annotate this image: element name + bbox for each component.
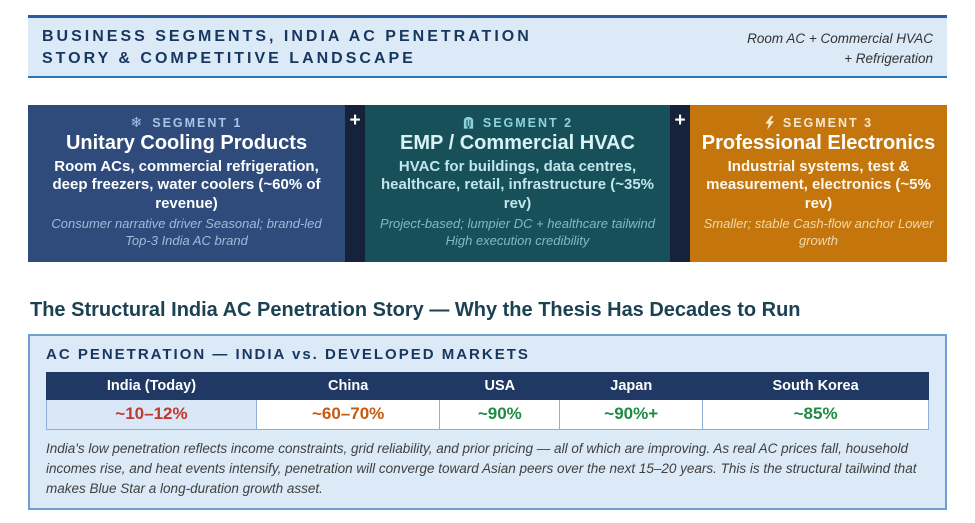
segment-1-body: Room ACs, commercial refrigeration, deep… — [52, 158, 321, 212]
penetration-table: India (Today) China USA Japan South Kore… — [46, 372, 929, 430]
value-south-korea: ~85% — [702, 399, 929, 430]
plus-connector-2: + — [670, 105, 690, 262]
snowflake-icon: ❄ — [130, 115, 145, 131]
penetration-commentary: India's low penetration reflects income … — [46, 441, 917, 496]
plus-sign: + — [674, 110, 686, 131]
segment-3-note: Smaller; stable Cash-flow anchor Lower g… — [703, 215, 934, 248]
slide-title-line1: BUSINESS SEGMENTS, INDIA AC PENETRATION — [42, 28, 532, 45]
segment-3-card: SEGMENT 3 Professional Electronics Indus… — [690, 105, 947, 262]
column-header-india: India (Today) — [46, 372, 257, 400]
segment-1-title: Unitary Cooling Products — [65, 132, 308, 154]
penetration-panel-title: AC PENETRATION — INDIA vs. DEVELOPED MAR… — [46, 346, 530, 363]
value-japan: ~90%+ — [559, 399, 704, 430]
segment-2-label-row: SEGMENT 2 — [375, 116, 660, 130]
segment-3-label-row: SEGMENT 3 — [700, 116, 937, 130]
slide-title-line2: STORY & COMPETITIVE LANDSCAPE — [42, 50, 416, 68]
section-title: The Structural India AC Penetration Stor… — [30, 299, 801, 321]
table-header-row: India (Today) China USA Japan South Kore… — [46, 372, 929, 400]
value-china: ~60–70% — [255, 399, 441, 430]
segment-3-body: Industrial systems, test & measurement, … — [706, 158, 931, 212]
building-icon — [462, 116, 475, 130]
column-header-china: China — [255, 372, 441, 400]
segment-1-label: SEGMENT 1 — [152, 116, 243, 130]
scope-note-line2: + Refrigeration — [844, 51, 933, 67]
segment-2-body: HVAC for buildings, data centres, health… — [380, 158, 655, 212]
segments-band: ❄ SEGMENT 1 Unitary Cooling Products Roo… — [28, 105, 947, 262]
segment-1-card: ❄ SEGMENT 1 Unitary Cooling Products Roo… — [28, 105, 345, 262]
segment-1-label-row: ❄ SEGMENT 1 — [38, 116, 335, 130]
segment-2-card: SEGMENT 2 EMP / Commercial HVAC HVAC for… — [365, 105, 670, 262]
value-india: ~10–12% — [46, 399, 257, 430]
column-header-south-korea: South Korea — [702, 372, 929, 400]
segment-3-label: SEGMENT 3 — [782, 116, 874, 130]
segment-1-note: Consumer narrative driver Seasonal; bran… — [51, 215, 322, 248]
header-band: BUSINESS SEGMENTS, INDIA AC PENETRATION … — [28, 15, 947, 78]
scope-note: Room AC + Commercial HVAC + Refrigeratio… — [747, 26, 933, 70]
column-header-usa: USA — [439, 372, 561, 400]
scope-note-line1: Room AC + Commercial HVAC — [747, 31, 933, 46]
penetration-panel: AC PENETRATION — INDIA vs. DEVELOPED MAR… — [28, 334, 947, 510]
plus-sign: + — [349, 110, 361, 131]
lightning-icon — [764, 116, 775, 130]
column-header-japan: Japan — [559, 372, 704, 400]
plus-connector-1: + — [345, 105, 365, 262]
segment-2-note: Project-based; lumpier DC + healthcare t… — [380, 215, 655, 248]
value-usa: ~90% — [439, 399, 561, 430]
slide-title: BUSINESS SEGMENTS, INDIA AC PENETRATION … — [42, 26, 532, 71]
segment-2-label: SEGMENT 2 — [482, 116, 574, 130]
segment-2-title: EMP / Commercial HVAC — [400, 132, 635, 154]
segment-3-title: Professional Electronics — [701, 132, 936, 154]
table-value-row: ~10–12% ~60–70% ~90% ~90%+ ~85% — [46, 399, 929, 430]
